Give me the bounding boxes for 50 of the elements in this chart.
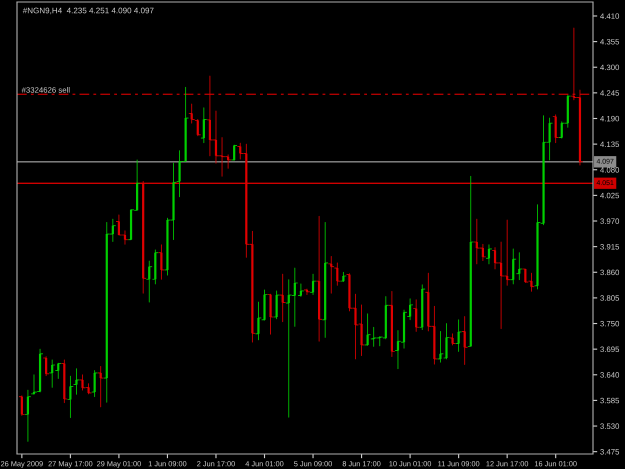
candlestick <box>194 119 202 136</box>
candlestick <box>443 323 450 360</box>
candlestick <box>24 390 32 442</box>
candlestick <box>382 296 390 340</box>
candlestick <box>461 316 468 365</box>
candlestick <box>412 299 420 332</box>
candlestick <box>54 362 62 379</box>
candlestick <box>400 310 408 349</box>
candlestick <box>146 260 153 303</box>
candlestick <box>316 216 322 342</box>
candlestick <box>261 290 268 321</box>
candlestick <box>200 107 208 144</box>
candlestick <box>152 249 159 284</box>
candlestick <box>510 248 517 284</box>
candlestick <box>364 313 371 346</box>
candlestick <box>334 262 341 286</box>
candlestick <box>128 208 134 240</box>
candlestick <box>273 290 280 320</box>
candlestick <box>61 359 68 404</box>
candlestick <box>449 333 456 346</box>
candlestick <box>48 359 56 388</box>
candlestick <box>522 268 529 283</box>
text: #NGN9,H4 4.235 4.251 4.090 4.097 <box>22 8 154 14</box>
candlestick <box>42 356 50 376</box>
candlestick <box>310 274 316 296</box>
candlestick <box>18 395 26 416</box>
candlestick <box>358 304 365 356</box>
candlestick <box>230 144 238 161</box>
candlestick <box>388 290 396 358</box>
candlestick <box>467 176 474 347</box>
candlestick <box>188 104 196 124</box>
candlestick <box>97 366 104 408</box>
candlestick <box>304 288 310 296</box>
candlestick <box>322 222 328 338</box>
candlestick <box>255 302 262 340</box>
candlestick <box>394 330 402 370</box>
candlestick <box>534 204 541 290</box>
candlestick <box>516 252 523 280</box>
candlestick <box>418 284 426 330</box>
candlestick <box>140 180 146 294</box>
candlestick <box>486 244 492 264</box>
candlestick <box>552 114 560 144</box>
candlestick <box>158 244 165 280</box>
candlestick <box>528 272 535 292</box>
candlestick <box>91 370 98 398</box>
candlestick <box>328 256 335 294</box>
candlestick <box>267 294 274 335</box>
candlestick <box>134 160 140 211</box>
candlestick <box>279 274 286 322</box>
candlestick <box>67 376 74 418</box>
